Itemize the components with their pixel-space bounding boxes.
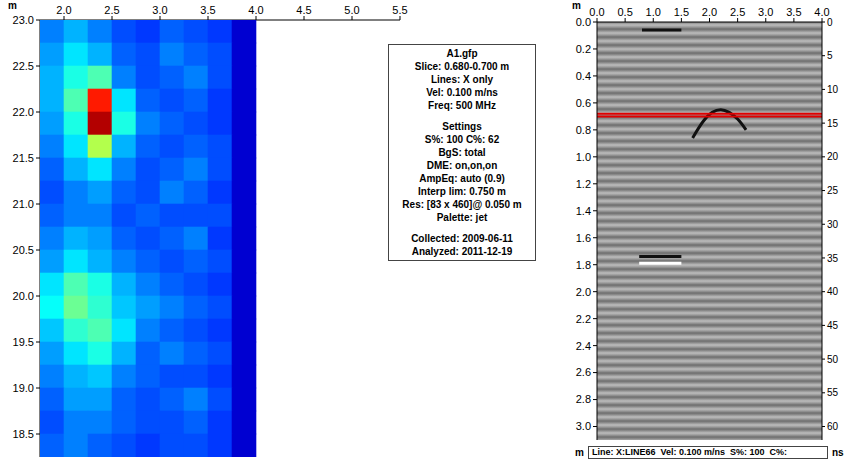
svg-text:5: 5	[827, 50, 833, 61]
svg-text:15: 15	[827, 118, 839, 129]
svg-text:20: 20	[827, 151, 839, 162]
html-text:Collected: 2009-06-11: Collected: 2009-06-11	[411, 233, 513, 244]
html-text:A1.gfp: A1.gfp	[446, 48, 478, 59]
svg-text:21.0: 21.0	[13, 198, 34, 210]
svg-text:5.5: 5.5	[392, 4, 407, 16]
svg-text:0.0: 0.0	[589, 6, 604, 18]
svg-text:3.0: 3.0	[576, 420, 591, 432]
svg-text:2.0: 2.0	[56, 4, 71, 16]
svg-text:0.6: 0.6	[576, 97, 591, 109]
svg-text:1.6: 1.6	[576, 232, 591, 244]
svg-text:4.0: 4.0	[248, 4, 263, 16]
html-text:S%: 100 C%: 62: S%: 100 C%: 62	[424, 134, 500, 145]
html-text:Analyzed: 2011-12-19: Analyzed: 2011-12-19	[411, 246, 513, 257]
svg-text:1.5: 1.5	[674, 6, 689, 18]
html-text:Slice: 0.680-0.700 m: Slice: 0.680-0.700 m	[414, 61, 510, 72]
svg-text:30: 30	[827, 219, 839, 230]
html-text:DME: on,on,on: DME: on,on,on	[426, 160, 498, 171]
svg-text:3.5: 3.5	[786, 6, 801, 18]
html-text:BgS: total: BgS: total	[438, 147, 486, 158]
html-text:AmpEq: auto (0.9): AmpEq: auto (0.9)	[419, 173, 505, 184]
svg-text:2.0: 2.0	[702, 6, 717, 18]
svg-text:3.5: 3.5	[200, 4, 215, 16]
html-text:Settings: Settings	[442, 121, 482, 132]
svg-text:35: 35	[827, 253, 839, 264]
html-text:Interp lim: 0.750 m: Interp lim: 0.750 m	[418, 186, 506, 197]
svg-text:2.8: 2.8	[576, 393, 591, 405]
svg-text:18.5: 18.5	[13, 428, 34, 440]
html-text:Lines: X only: Lines: X only	[430, 74, 494, 85]
svg-text:25: 25	[827, 185, 839, 196]
svg-text:0.0: 0.0	[576, 16, 591, 28]
svg-text:50: 50	[827, 354, 839, 365]
svg-text:1.4: 1.4	[576, 205, 591, 217]
svg-text:4.5: 4.5	[296, 4, 311, 16]
svg-text:0.5: 0.5	[617, 6, 632, 18]
html-text:Palette: jet: Palette: jet	[436, 212, 488, 223]
svg-text:1.0: 1.0	[576, 151, 591, 163]
svg-text:55: 55	[827, 387, 839, 398]
html-text:ns: ns	[832, 447, 844, 458]
svg-text:45: 45	[827, 320, 839, 331]
svg-text:2.2: 2.2	[576, 313, 591, 325]
svg-text:2.6: 2.6	[576, 366, 591, 378]
svg-text:2.4: 2.4	[576, 340, 591, 352]
svg-text:40: 40	[827, 286, 839, 297]
svg-text:19.5: 19.5	[13, 336, 34, 348]
html-text:Res: [83 x 460]@ 0.050 m: Res: [83 x 460]@ 0.050 m	[402, 199, 522, 210]
svg-text:3.0: 3.0	[152, 4, 167, 16]
svg-text:1.2: 1.2	[576, 178, 591, 190]
svg-text:0.8: 0.8	[576, 124, 591, 136]
svg-text:60: 60	[827, 421, 839, 432]
html-text:m: m	[8, 0, 17, 11]
svg-text:10: 10	[827, 84, 839, 95]
html-text:Freq: 500 MHz: Freq: 500 MHz	[428, 100, 496, 111]
svg-text:2.5: 2.5	[104, 4, 119, 16]
svg-text:4.0: 4.0	[814, 6, 830, 18]
svg-text:5.0: 5.0	[344, 4, 359, 16]
html-text:Vel: 0.100 m/ns: Vel: 0.100 m/ns	[426, 87, 498, 98]
svg-text:0: 0	[827, 17, 833, 28]
html-text:m: m	[575, 447, 584, 458]
html-text:Line: X:LINE66 Vel: 0.100 m/ns: Line: X:LINE66 Vel: 0.100 m/ns S%: 100 C…	[592, 447, 788, 457]
svg-text:0.4: 0.4	[576, 70, 591, 82]
svg-text:23.0: 23.0	[13, 14, 34, 26]
svg-text:22.5: 22.5	[13, 60, 34, 72]
svg-text:21.5: 21.5	[13, 152, 34, 164]
svg-text:3.0: 3.0	[758, 6, 773, 18]
svg-text:20.0: 20.0	[13, 290, 34, 302]
svg-text:20.5: 20.5	[13, 244, 34, 256]
html-text:m: m	[572, 0, 581, 11]
svg-text:19.0: 19.0	[13, 382, 34, 394]
svg-text:22.0: 22.0	[13, 106, 34, 118]
svg-text:2.0: 2.0	[576, 286, 591, 298]
svg-text:1.0: 1.0	[646, 6, 661, 18]
svg-text:2.5: 2.5	[730, 6, 745, 18]
svg-text:0.2: 0.2	[576, 43, 591, 55]
svg-text:1.8: 1.8	[576, 259, 591, 271]
